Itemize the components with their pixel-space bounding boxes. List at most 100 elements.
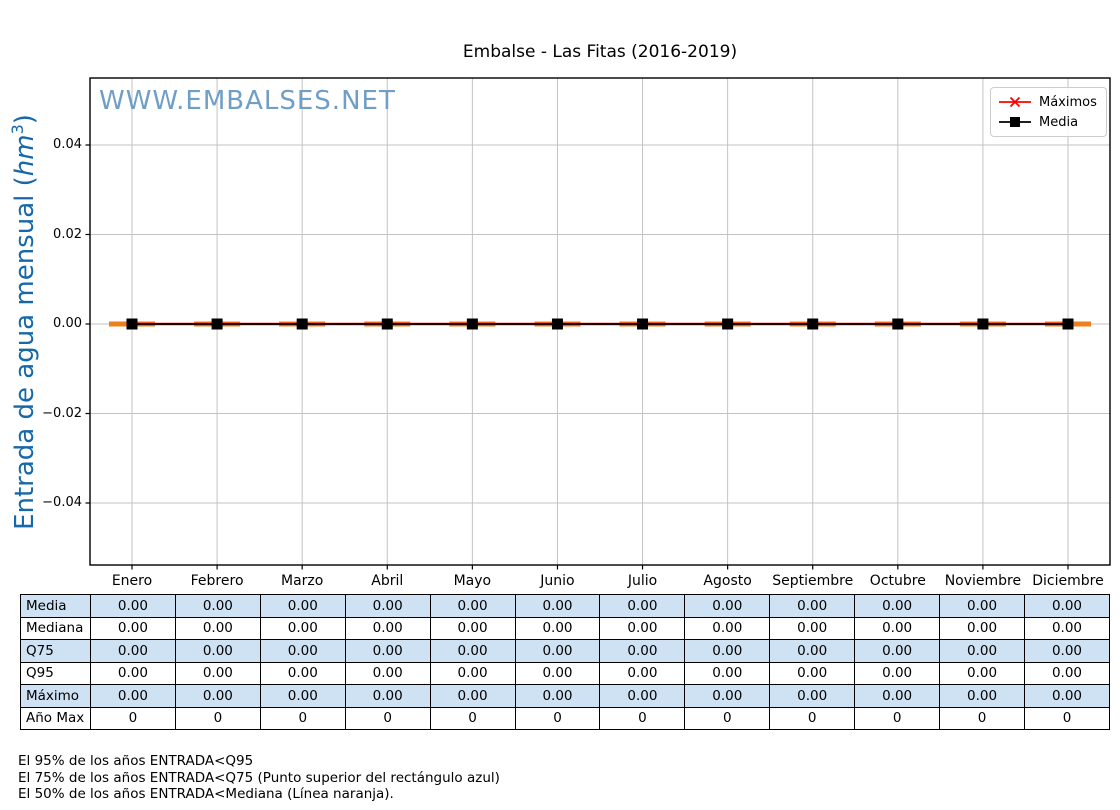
media-marker [1062, 318, 1074, 330]
value-cell: 0.00 [1023, 594, 1111, 618]
value-cell: 0.00 [1023, 616, 1111, 640]
value-cell: 0.00 [599, 684, 686, 708]
media-marker [211, 318, 223, 330]
row-label-cell: Año Max [20, 706, 91, 730]
value-cell: 0.00 [514, 661, 601, 685]
table-row: Mediana 0.00 0.00 0.00 0.00 0.00 0.00 0.00 0.00 0… [20, 616, 1111, 640]
value-cell: 0.00 [344, 684, 431, 708]
value-cell: 0.00 [259, 661, 346, 685]
value-cell: 0.00 [174, 594, 261, 618]
chart-title: Embalse - Las Fitas (2016-2019) [462, 42, 738, 62]
row-label-cell: Máximo [20, 684, 91, 708]
y-tick-label: 0.00 [53, 316, 82, 331]
value-cell: 0.00 [514, 594, 601, 618]
value-cell: 0.00 [939, 616, 1025, 640]
legend-label: Media [1039, 114, 1079, 130]
value-cell: 0.00 [514, 684, 601, 708]
value-cell: 0.00 [684, 616, 771, 640]
value-cell: 0.00 [90, 616, 176, 640]
value-cell: 0.00 [1023, 661, 1111, 685]
value-cell: 0 [599, 706, 686, 730]
value-cell: 0.00 [684, 639, 771, 663]
x-tick-label: Abril [371, 573, 404, 589]
value-cell: 0.00 [344, 661, 431, 685]
value-cell: 0.00 [769, 684, 856, 708]
value-cell: 0 [684, 706, 771, 730]
value-cell: 0.00 [1023, 684, 1111, 708]
value-cell: 0 [769, 706, 856, 730]
value-cell: 0.00 [854, 594, 941, 618]
media-marker [637, 318, 649, 330]
value-cell: 0.00 [769, 661, 856, 685]
table-row: Q75 0.00 0.00 0.00 0.00 0.00 0.00 0.00 0.00 0.00 0… [20, 639, 1111, 663]
x-tick-label: Enero [111, 573, 153, 589]
x-tick-label: Marzo [281, 573, 324, 589]
value-cell: 0.00 [174, 616, 261, 640]
value-cell: 0.00 [514, 616, 601, 640]
x-tick-label: Agosto [703, 573, 752, 589]
value-cell: 0.00 [174, 684, 261, 708]
value-cell: 0.00 [174, 639, 261, 663]
table-row: Año Max 0 0 0 0 0 0 0 0 0 0 0 0 [20, 706, 1111, 730]
footer-notes: El 95% de los años ENTRADA<Q95 El 75% de … [18, 753, 500, 803]
stats-table: Media 0.00 0.00 0.00 0.00 0.00 0.00 0.00 0.00 0.0… [20, 594, 1111, 730]
legend-square-marker-icon [999, 117, 1031, 127]
x-tick-label: Septiembre [772, 573, 854, 589]
media-marker [126, 318, 138, 330]
value-cell: 0.00 [854, 661, 941, 685]
legend-item: Máximos [998, 92, 1099, 112]
value-cell: 0.00 [854, 616, 941, 640]
value-cell: 0.00 [939, 661, 1025, 685]
x-tick-label: Julio [627, 573, 658, 589]
value-cell: 0.00 [174, 661, 261, 685]
media-marker [551, 318, 563, 330]
legend: Máximos Media [990, 87, 1107, 137]
media-marker [466, 318, 478, 330]
value-cell: 0.00 [684, 661, 771, 685]
table-row: Máximo 0.00 0.00 0.00 0.00 0.00 0.00 0.00 0.00 0.… [20, 684, 1111, 708]
y-tick-label: −0.04 [42, 495, 82, 510]
media-marker [296, 318, 308, 330]
value-cell: 0.00 [599, 616, 686, 640]
value-cell: 0.00 [1023, 639, 1111, 663]
value-cell: 0.00 [259, 684, 346, 708]
plot-border [89, 77, 1111, 566]
value-cell: 0.00 [939, 639, 1025, 663]
value-cell: 0.00 [259, 639, 346, 663]
value-cell: 0.00 [769, 616, 856, 640]
y-axis-unit-exponent: 3 [8, 124, 28, 135]
y-tick-label: 0.02 [53, 226, 82, 242]
value-cell: 0.00 [344, 594, 431, 618]
x-tick-label: Octubre [869, 573, 926, 589]
legend-item: Media [998, 112, 1099, 132]
y-axis-label-suffix: ) [9, 114, 40, 125]
value-cell: 0.00 [769, 594, 856, 618]
y-tick-label: −0.02 [42, 405, 82, 421]
row-label-cell: Q75 [20, 639, 91, 663]
watermark: WWW.EMBALSES.NET [99, 86, 396, 116]
media-marker [807, 318, 819, 330]
value-cell: 0 [854, 706, 941, 730]
value-cell: 0 [344, 706, 431, 730]
row-label-cell: Mediana [20, 616, 91, 640]
value-cell: 0.00 [684, 594, 771, 618]
row-label-cell: Media [20, 594, 91, 618]
value-cell: 0.00 [939, 684, 1025, 708]
media-marker [892, 318, 904, 330]
value-cell: 0 [90, 706, 176, 730]
value-cell: 0.00 [90, 684, 176, 708]
value-cell: 0.00 [344, 639, 431, 663]
media-marker [722, 318, 734, 330]
value-cell: 0.00 [854, 639, 941, 663]
x-tick-label: Mayo [453, 573, 492, 589]
value-cell: 0.00 [429, 616, 516, 640]
value-cell: 0.00 [429, 661, 516, 685]
media-marker [977, 318, 989, 330]
value-cell: 0 [1023, 706, 1111, 730]
footer-line: El 75% de los años ENTRADA<Q75 (Punto su… [18, 769, 500, 786]
value-cell: 0 [514, 706, 601, 730]
value-cell: 0 [259, 706, 346, 730]
value-cell: 0.00 [429, 594, 516, 618]
